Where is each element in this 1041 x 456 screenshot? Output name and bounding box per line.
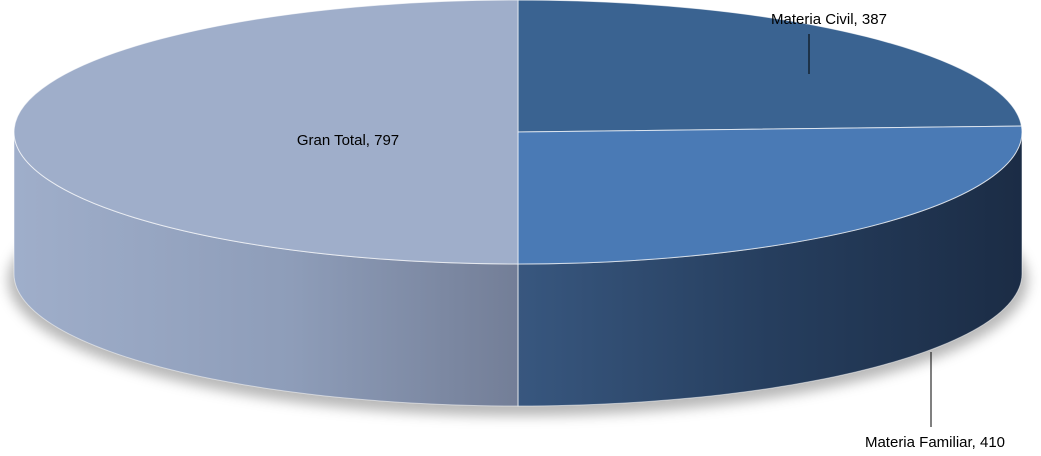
slice-label-gran-total: Gran Total, 797 <box>297 132 399 149</box>
pie-slice-materia-civil <box>517 0 1023 133</box>
slice-label-materia-familiar: Materia Familiar, 410 <box>865 434 1005 451</box>
pie-slice-gran-total <box>13 0 519 265</box>
slice-label-materia-civil: Materia Civil, 387 <box>771 11 887 28</box>
pie-slice-materia-familiar <box>517 125 1023 265</box>
